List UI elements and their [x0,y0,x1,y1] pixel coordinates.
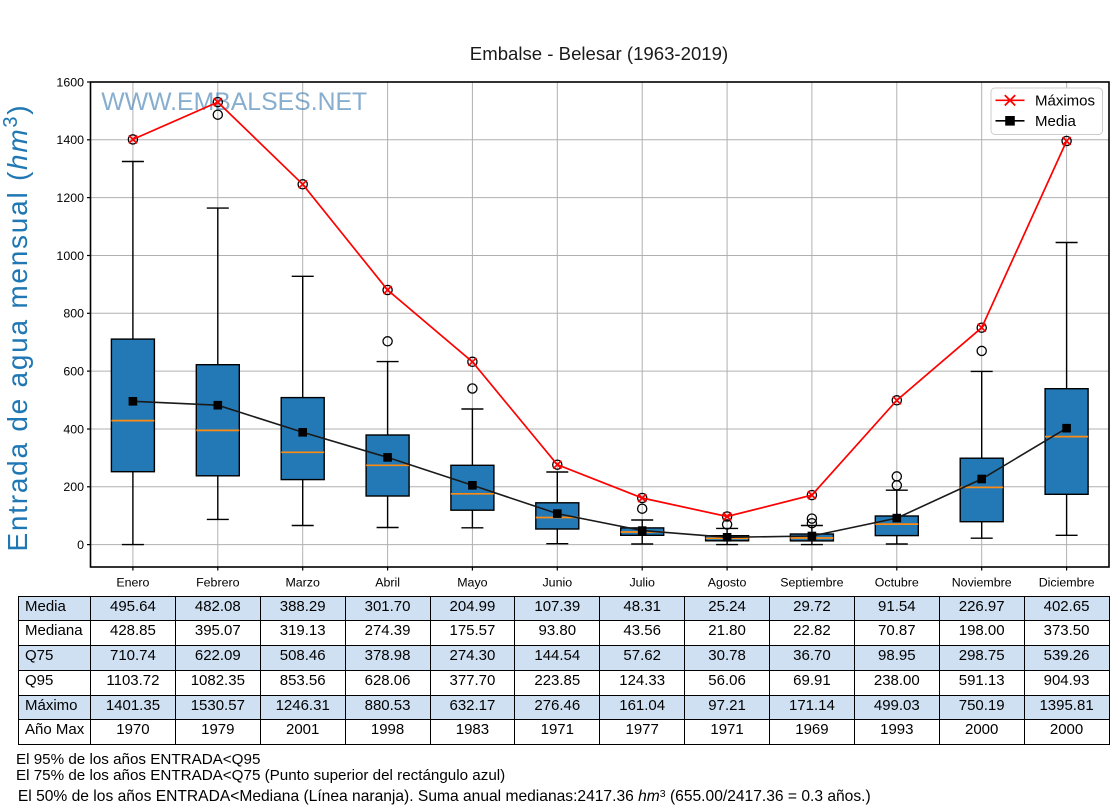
svg-text:Julio: Julio [629,576,655,590]
svg-text:1000: 1000 [56,249,84,263]
svg-text:Agosto: Agosto [708,576,747,590]
svg-text:Embalse - Belesar (1963-2019): Embalse - Belesar (1963-2019) [470,43,728,64]
svg-text:Entrada de agua mensual (hm3): Entrada de agua mensual (hm3) [0,104,33,552]
svg-text:1400: 1400 [56,133,84,147]
svg-text:Abril: Abril [375,576,400,590]
svg-text:Media: Media [1035,113,1077,130]
svg-text:Enero: Enero [116,576,149,590]
svg-text:WWW.EMBALSES.NET: WWW.EMBALSES.NET [101,89,367,116]
svg-text:Máximos: Máximos [1035,92,1095,109]
svg-text:800: 800 [63,307,84,321]
svg-text:0: 0 [77,538,84,552]
svg-text:Mayo: Mayo [457,576,487,590]
svg-text:1600: 1600 [56,75,84,89]
svg-text:Febrero: Febrero [196,576,239,590]
svg-text:600: 600 [63,364,84,378]
svg-text:Junio: Junio [542,576,572,590]
svg-text:1200: 1200 [56,191,84,205]
svg-text:Marzo: Marzo [285,576,320,590]
svg-text:Noviembre: Noviembre [952,576,1012,590]
svg-text:200: 200 [63,480,84,494]
svg-text:Septiembre: Septiembre [780,576,843,590]
svg-text:Octubre: Octubre [875,576,919,590]
svg-text:Diciembre: Diciembre [1039,576,1095,590]
svg-text:400: 400 [63,422,84,436]
